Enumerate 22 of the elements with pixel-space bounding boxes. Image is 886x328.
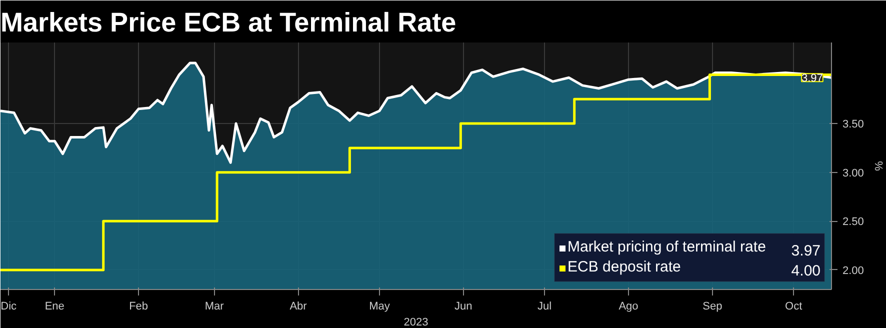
- y-axis-title: %: [872, 161, 884, 172]
- x-tick-label: Abr: [290, 300, 308, 312]
- x-tick-label: Mar: [204, 300, 224, 312]
- x-tick-label: Dic: [0, 300, 18, 312]
- legend-label: ECB deposit rate: [568, 258, 681, 276]
- y-tick-label: 3.50: [842, 118, 864, 131]
- x-axis-title: 2023: [404, 316, 428, 328]
- y-tick-label: 2.50: [842, 216, 864, 228]
- chart-title: Markets Price ECB at Terminal Rate: [0, 8, 456, 38]
- annotation: 3.97: [791, 242, 821, 260]
- x-tick-label: Feb: [129, 300, 148, 312]
- legend-label: Market pricing of terminal rate: [568, 238, 766, 256]
- x-tick-label: Ene: [44, 300, 64, 312]
- x-tick-label: Jul: [538, 300, 552, 312]
- x-tick-label: Ago: [618, 300, 638, 312]
- x-tick-label: May: [369, 300, 390, 312]
- annotation: 4.00: [791, 262, 821, 280]
- y-tick-label: 2.00: [842, 264, 864, 277]
- x-tick-label: Oct: [785, 300, 802, 312]
- x-tick-label: Jun: [454, 300, 472, 312]
- x-tick-label: Sep: [702, 300, 722, 312]
- y-tick-label: 3.00: [842, 167, 864, 180]
